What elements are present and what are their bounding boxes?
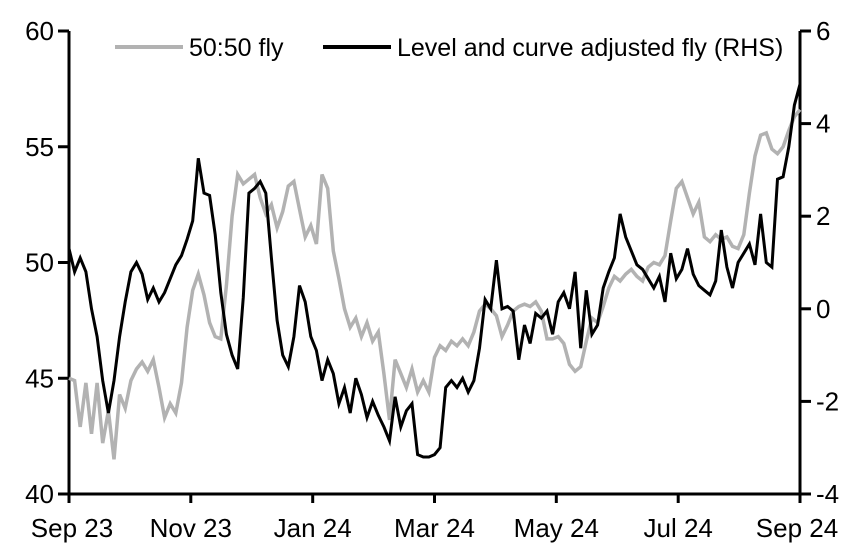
left-axis-tick-label: 55 [25, 132, 54, 162]
legend-label-adjusted-fly: Level and curve adjusted fly (RHS) [397, 34, 783, 62]
left-axis-tick-label: 50 [25, 248, 54, 278]
left-axis-tick-label: 40 [25, 479, 54, 509]
x-axis-labels: Sep 23 Nov 23 Jan 24 Mar 24 May 24 Jul 2… [31, 513, 838, 543]
left-axis-tick-label: 45 [25, 363, 54, 393]
left-axis-tick-label: 60 [25, 16, 54, 46]
x-axis-ticks [67, 494, 802, 503]
right-axis-tick-label: 0 [816, 294, 830, 324]
right-axis-tick-label: -4 [816, 479, 839, 509]
x-axis-tick-label: Sep 23 [31, 513, 113, 543]
x-axis-tick-label: Jan 24 [274, 513, 352, 543]
right-axis-tick-label: 4 [816, 109, 830, 139]
series-line-adjusted-fly [67, 83, 802, 459]
x-axis-tick-label: Jul 24 [644, 513, 713, 543]
x-axis-tick-label: Nov 23 [150, 513, 232, 543]
right-axis-tick-label: 6 [816, 16, 830, 46]
right-axis-labels: 6 4 2 0 -2 -4 [816, 16, 839, 509]
x-axis-tick-label: May 24 [514, 513, 599, 543]
left-axis-labels: 60 55 50 45 40 [25, 16, 54, 509]
right-axis-tick-label: 2 [816, 201, 830, 231]
x-axis-tick-label: Sep 24 [756, 513, 838, 543]
x-axis-tick-label: Mar 24 [394, 513, 475, 543]
right-axis-tick-label: -2 [816, 386, 839, 416]
legend-label-5050-fly: 50:50 fly [189, 34, 284, 62]
left-axis-ticks [58, 29, 69, 496]
series-lines [67, 83, 802, 460]
right-axis-ticks [800, 29, 811, 496]
series-line-5050-fly [68, 108, 802, 460]
chart-legend: 50:50 fly Level and curve adjusted fly (… [115, 34, 783, 62]
